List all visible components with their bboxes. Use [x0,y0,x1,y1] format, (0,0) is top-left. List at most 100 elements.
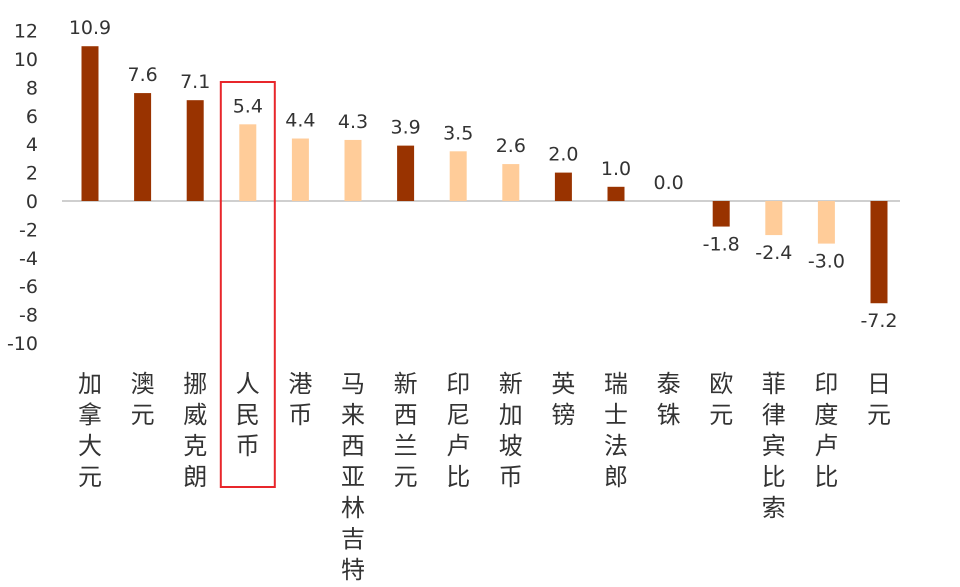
bar-5 [344,139,362,201]
category-label: 泰铢 [657,370,681,429]
bar-6 [397,145,415,201]
data-label: 0.0 [653,172,683,194]
category-label-char: 欧 [709,370,733,398]
category-label-char: 林 [341,494,365,522]
y-tick-label: 6 [26,106,38,128]
category-label-char: 比 [814,463,838,491]
category-label-char: 菲 [762,370,786,398]
category-label-char: 比 [446,463,470,491]
category-label-char: 来 [341,401,365,429]
category-label-char: 印 [446,370,470,398]
data-label: 5.4 [233,95,263,117]
category-label-char: 郎 [604,463,628,491]
data-label: -7.2 [860,310,897,332]
bar-8 [502,164,520,201]
category-label-char: 币 [288,401,312,429]
category-label-char: 克 [183,432,207,460]
bar-3 [239,124,257,201]
data-label: 3.5 [443,122,473,144]
y-tick-label: 10 [14,49,38,71]
category-label-char: 度 [814,401,838,429]
category-label-char: 坡 [499,432,523,460]
y-tick-label: 8 [26,77,38,99]
category-label-char: 尼 [446,401,470,429]
bar-15 [870,201,888,304]
bar-12 [712,201,730,227]
category-label-char: 朗 [183,463,207,491]
y-tick-label: -6 [19,276,38,298]
category-label-char: 民 [236,401,260,429]
y-tick-label: 4 [26,134,38,156]
category-label-char: 镑 [551,401,575,429]
category-label-char: 币 [499,463,523,491]
bar-0 [81,46,99,201]
category-label-char: 律 [762,401,786,429]
y-tick-label: -2 [19,219,38,241]
data-label: 2.0 [548,144,578,166]
category-label-char: 索 [762,494,786,522]
category-label-char: 大 [78,432,102,460]
bar-13 [765,201,783,236]
y-tick-label: -8 [19,305,38,327]
data-label: 4.4 [285,110,315,132]
data-label: 2.6 [496,135,526,157]
data-label: 1.0 [601,158,631,180]
category-label: 澳元 [131,370,155,429]
bar-4 [291,138,309,201]
category-label-char: 马 [341,370,365,398]
category-label-char: 泰 [657,370,681,398]
category-label-char: 澳 [131,370,155,398]
category-label-char: 元 [394,463,418,491]
bar-7 [449,151,467,201]
category-label: 日元 [867,370,891,429]
category-label-char: 日 [867,370,891,398]
y-tick-label: 12 [14,21,38,43]
data-label: -1.8 [703,234,740,256]
category-label-char: 拿 [78,401,102,429]
data-label: 10.9 [69,17,111,39]
y-tick-label: 2 [26,163,38,185]
category-label-char: 币 [236,432,260,460]
category-label-char: 元 [131,401,155,429]
category-label-char: 宾 [762,432,786,460]
bar-10 [607,186,625,201]
y-tick-label: 0 [26,191,38,213]
category-label-char: 士 [604,401,628,429]
data-label: 4.3 [338,111,368,133]
bar-14 [817,201,835,244]
category-label-char: 挪 [183,370,207,398]
category-label-char: 吉 [341,525,365,553]
y-tick-label: -4 [19,248,38,270]
category-label-char: 元 [709,401,733,429]
category-label-char: 法 [604,432,628,460]
category-label-char: 加 [499,401,523,429]
category-label-char: 港 [288,370,312,398]
data-label: 7.6 [127,64,157,86]
category-label-char: 元 [78,463,102,491]
category-label-char: 元 [867,401,891,429]
category-label: 欧元 [709,370,733,429]
category-label-char: 卢 [814,432,838,460]
bar-9 [554,172,572,201]
data-label: -2.4 [755,242,792,264]
data-label: 7.1 [180,71,210,93]
category-label-char: 比 [762,463,786,491]
category-label-char: 新 [499,370,523,398]
category-label-char: 瑞 [604,370,628,398]
category-label-char: 西 [394,401,418,429]
category-label-char: 人 [236,370,260,398]
category-label: 人民币 [236,370,260,460]
category-label: 英镑 [551,370,575,429]
category-label: 港币 [288,370,312,429]
category-label-char: 印 [814,370,838,398]
data-label: -3.0 [808,251,845,273]
category-label-char: 卢 [446,432,470,460]
category-label-char: 英 [551,370,575,398]
highlight-box [219,81,276,488]
